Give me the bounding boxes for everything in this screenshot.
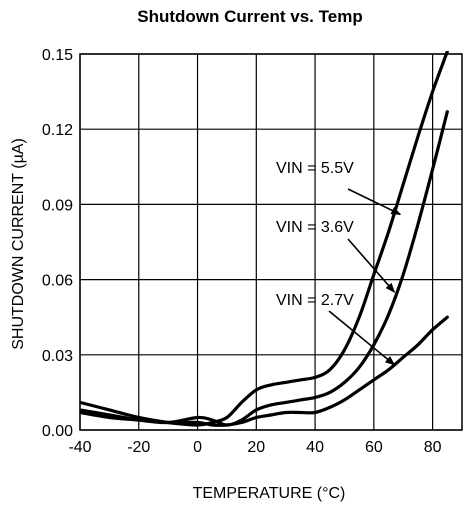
y-axis-title: SHUTDOWN CURRENT (µA) xyxy=(10,138,27,350)
annotation-vin-5-5v-label: VIN = 5.5V xyxy=(276,160,354,177)
x-tick-label: 40 xyxy=(306,439,324,456)
grid xyxy=(79,53,462,431)
y-tick-label: 0.09 xyxy=(42,197,73,214)
series-vin-2-7v-line xyxy=(80,315,449,427)
annotation-vin-2-7v-label: VIN = 2.7V xyxy=(276,292,354,309)
chart-title: Shutdown Current vs. Temp xyxy=(137,7,362,26)
x-tick-label: -20 xyxy=(127,439,150,456)
x-tick-label: 0 xyxy=(193,439,202,456)
annotation-vin-3-6v-label: VIN = 3.6V xyxy=(276,219,354,236)
annotation-vin-5-5v-arrow xyxy=(347,188,402,216)
annotation-vin-2-7v-arrow xyxy=(328,310,396,366)
y-tick-labels: 0.00 0.03 0.06 0.09 0.12 0.15 xyxy=(42,47,73,440)
series-vin-5-5v-line xyxy=(80,51,449,427)
y-tick-label: 0.00 xyxy=(42,423,73,440)
y-tick-label: 0.15 xyxy=(42,47,73,64)
plot-frame xyxy=(79,53,463,431)
x-tick-label: 60 xyxy=(365,439,383,456)
x-axis-title: TEMPERATURE (°C) xyxy=(193,485,346,502)
y-tick-label: 0.12 xyxy=(42,122,73,139)
annotations-group: VIN = 5.5V VIN = 3.6V VIN = 2.7V xyxy=(276,160,402,366)
x-tick-label: 80 xyxy=(424,439,442,456)
annotation-vin-3-6v-arrow xyxy=(347,238,396,293)
x-tick-label: -40 xyxy=(68,439,91,456)
x-tick-labels: -40 -20 0 20 40 60 80 xyxy=(68,439,441,456)
y-tick-label: 0.03 xyxy=(42,348,73,365)
x-tick-label: 20 xyxy=(247,439,265,456)
series-vin-3-6v-line xyxy=(80,110,449,427)
series-group xyxy=(80,51,449,427)
y-tick-label: 0.06 xyxy=(42,273,73,290)
